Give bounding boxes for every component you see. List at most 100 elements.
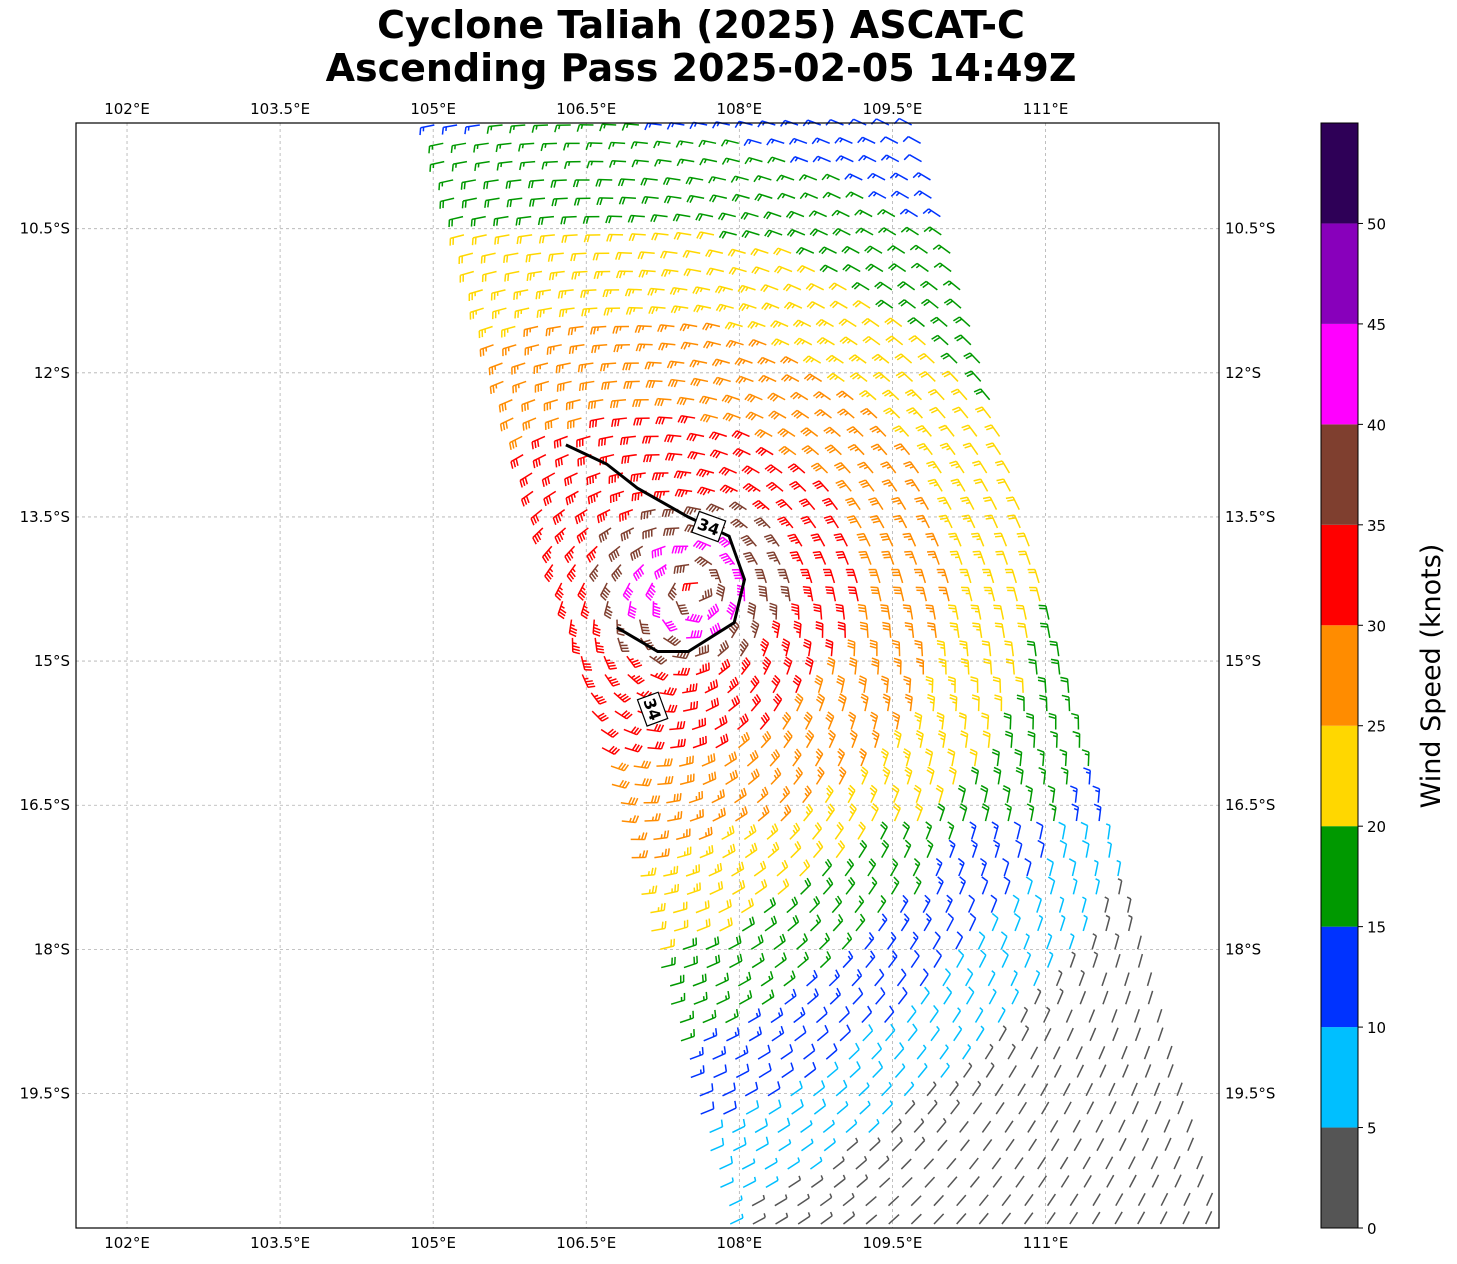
wind-barb bbox=[789, 822, 801, 840]
wind-barb bbox=[641, 196, 659, 205]
wind-barb bbox=[628, 233, 646, 242]
wind-barb bbox=[1014, 1157, 1024, 1170]
wind-barb bbox=[991, 912, 999, 932]
wind-barb bbox=[980, 784, 989, 803]
wind-barb bbox=[906, 1005, 917, 1023]
wind-barb bbox=[1177, 1100, 1184, 1115]
wind-barb bbox=[598, 435, 614, 447]
wind-barb bbox=[1030, 1046, 1039, 1060]
wind-barb bbox=[1015, 676, 1024, 693]
wind-barb bbox=[1012, 894, 1020, 913]
wind-barb bbox=[824, 784, 834, 804]
wind-barb bbox=[883, 407, 901, 419]
wind-barb bbox=[783, 301, 803, 310]
wind-barb bbox=[848, 354, 867, 364]
wind-barb bbox=[942, 968, 951, 987]
wind-barb bbox=[869, 711, 879, 730]
wind-barb bbox=[1083, 1174, 1092, 1188]
wind-barb bbox=[664, 452, 683, 462]
lon-tick-label-top: 111°E bbox=[1023, 100, 1069, 118]
wind-barb bbox=[601, 745, 621, 755]
wind-barb bbox=[1166, 1045, 1173, 1060]
wind-barb bbox=[788, 1175, 802, 1188]
wind-barb bbox=[892, 514, 908, 529]
wind-barb bbox=[692, 286, 711, 295]
wind-barb bbox=[881, 389, 900, 401]
wind-barb bbox=[805, 282, 825, 291]
wind-barb bbox=[815, 1006, 828, 1024]
wind-barb bbox=[683, 268, 702, 277]
wind-barb bbox=[643, 795, 661, 804]
colorbar-segment bbox=[1321, 323, 1358, 425]
wind-barb bbox=[750, 934, 764, 950]
wind-barb bbox=[879, 136, 899, 144]
wind-barb bbox=[914, 1136, 926, 1152]
wind-barb bbox=[694, 644, 710, 657]
wind-barb bbox=[451, 160, 468, 172]
wind-barb bbox=[975, 1025, 985, 1042]
wind-barb bbox=[1028, 658, 1038, 675]
wind-barb bbox=[566, 564, 577, 583]
wind-barb bbox=[802, 355, 822, 364]
wind-barb bbox=[470, 215, 486, 227]
wind-barb bbox=[793, 620, 802, 638]
wind-barb bbox=[1061, 694, 1071, 712]
wind-barb bbox=[880, 604, 891, 620]
wind-barb bbox=[740, 211, 759, 220]
wind-barb bbox=[927, 622, 937, 638]
wind-barb bbox=[909, 931, 919, 950]
wind-barb bbox=[1004, 1120, 1014, 1133]
wind-barb bbox=[501, 325, 516, 338]
wind-barb bbox=[709, 881, 724, 895]
wind-barb bbox=[782, 283, 802, 292]
wind-barb bbox=[1060, 767, 1069, 785]
wind-barb bbox=[769, 749, 781, 767]
wind-barb bbox=[574, 509, 588, 525]
wind-barb bbox=[700, 1101, 715, 1115]
wind-barb bbox=[586, 545, 598, 563]
wind-barb bbox=[841, 245, 860, 254]
wind-barb bbox=[1059, 748, 1068, 767]
wind-barb bbox=[1196, 1155, 1204, 1170]
lat-tick-label-left: 19.5°S bbox=[20, 1084, 70, 1102]
wind-barb bbox=[872, 371, 891, 383]
wind-barb bbox=[864, 245, 883, 254]
wind-barb bbox=[771, 620, 781, 638]
wind-barb bbox=[620, 527, 635, 542]
wind-barb bbox=[923, 913, 932, 932]
wind-barb bbox=[869, 1137, 881, 1152]
wind-barb bbox=[1037, 676, 1047, 693]
wind-barb bbox=[926, 839, 934, 858]
wind-barb bbox=[547, 252, 564, 262]
wind-barb bbox=[960, 658, 970, 675]
wind-barb bbox=[1039, 694, 1048, 712]
wind-barb bbox=[1003, 712, 1012, 730]
wind-barb bbox=[940, 1062, 950, 1078]
wind-barb bbox=[892, 425, 910, 437]
wind-barb bbox=[913, 568, 927, 584]
wind-barb bbox=[849, 729, 858, 749]
wind-barb bbox=[608, 141, 626, 150]
wind-barb bbox=[774, 952, 787, 969]
wind-barb bbox=[871, 657, 880, 675]
wind-barb bbox=[798, 498, 816, 511]
wind-barb bbox=[510, 454, 524, 469]
wind-barb bbox=[903, 154, 922, 163]
wind-barb bbox=[651, 232, 669, 241]
wind-barb bbox=[1043, 1006, 1051, 1023]
wind-barb bbox=[851, 968, 863, 987]
wind-barb bbox=[933, 1194, 945, 1207]
wind-barb bbox=[949, 1080, 959, 1097]
wind-barb bbox=[1015, 1175, 1025, 1188]
wind-barb bbox=[693, 991, 708, 1005]
wind-barb bbox=[1130, 1082, 1138, 1097]
wind-barb bbox=[979, 857, 988, 877]
wind-barb bbox=[833, 1174, 846, 1188]
wind-barb bbox=[751, 266, 770, 275]
wind-barb bbox=[1173, 1155, 1181, 1170]
wind-barb bbox=[956, 949, 965, 968]
wind-barb bbox=[720, 139, 739, 147]
wind-barb bbox=[1096, 1138, 1105, 1152]
colorbar-tick-label: 0 bbox=[1367, 1220, 1377, 1238]
wind-barb bbox=[953, 316, 971, 328]
